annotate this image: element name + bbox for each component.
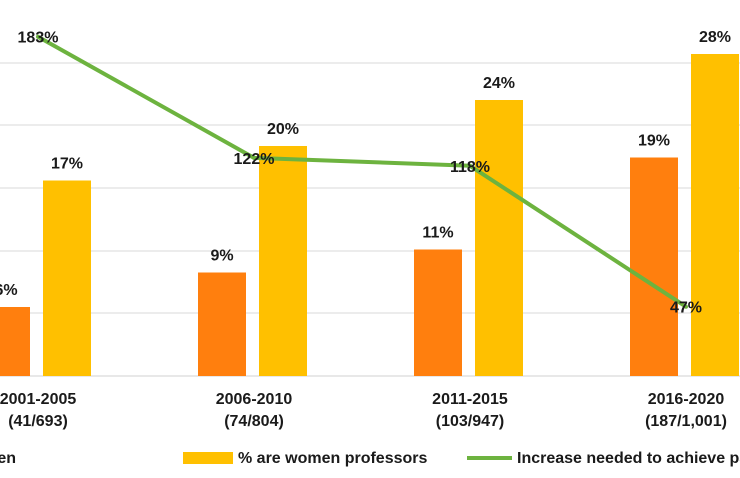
- x-tick-label-years: 2011-2015: [432, 391, 508, 408]
- parity-line-point: [36, 34, 40, 39]
- parity-line-point: [468, 163, 472, 168]
- legend-label-parity: Increase needed to achieve parity: [517, 450, 740, 467]
- x-tick-label-years: 2006-2010: [216, 391, 293, 408]
- x-axis: 2001-2005 (41/693) 2006-2010 (74/804) 2011-2…: [0, 391, 727, 430]
- legend-label-awards: % of awards by women: [0, 450, 16, 467]
- bar-women-professors: [475, 100, 523, 376]
- bar-label-professors: 28%: [699, 29, 731, 46]
- x-tick-label-years: 2016-2020: [648, 391, 725, 408]
- line-label-parity: 118%: [450, 159, 490, 176]
- bar-label-awards: 6%: [0, 282, 18, 299]
- bar-label-awards: 11%: [422, 225, 453, 242]
- bar-awards-by-women: [0, 307, 30, 376]
- bar-women-professors: [259, 146, 307, 376]
- x-tick-label-counts: (187/1,001): [645, 413, 727, 430]
- legend: % of awards by women % are women professo…: [0, 450, 740, 467]
- line-label-parity: 122%: [234, 151, 275, 168]
- bar-awards-by-women: [198, 272, 246, 376]
- legend-swatch-professors: [183, 452, 233, 464]
- parity-line-point: [252, 155, 256, 160]
- bar-value-labels: 6% 9% 11% 19% 17% 20% 24% 28%: [0, 29, 731, 299]
- bar-awards-by-women: [414, 249, 462, 376]
- parity-line-point: [684, 304, 688, 309]
- bar-label-professors: 24%: [483, 75, 515, 92]
- parity-line: [36, 34, 688, 309]
- gridlines: [0, 62, 740, 377]
- bar-awards-by-women: [630, 157, 678, 376]
- bars: [0, 54, 739, 376]
- legend-label-professors: % are women professors: [238, 450, 428, 467]
- bar-label-professors: 17%: [51, 156, 83, 173]
- bar-label-awards: 19%: [638, 133, 670, 150]
- bar-women-professors: [43, 180, 91, 376]
- x-tick-label-years: 2001-2005: [0, 391, 76, 408]
- bar-label-professors: 20%: [267, 121, 299, 138]
- bar-women-professors: [691, 54, 739, 376]
- line-label-parity: 183%: [18, 30, 59, 47]
- parity-line-path: [37, 35, 688, 309]
- x-tick-label-counts: (41/693): [8, 413, 68, 430]
- bar-label-awards: 9%: [210, 248, 233, 265]
- x-tick-label-counts: (74/804): [224, 413, 284, 430]
- x-tick-label-counts: (103/947): [436, 413, 505, 430]
- line-value-labels: 183% 122% 118% 47%: [18, 30, 702, 317]
- line-label-parity: 47%: [670, 300, 702, 317]
